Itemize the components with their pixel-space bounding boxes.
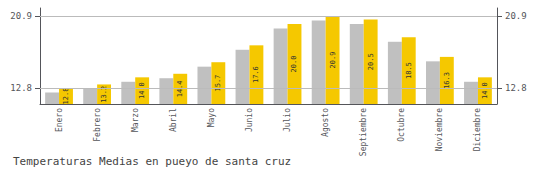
svg-text:Temperaturas Medias en pueyo d: Temperaturas Medias en pueyo de santa cr… <box>13 155 291 168</box>
svg-text:Julio: Julio <box>283 108 292 132</box>
svg-text:17.6: 17.6 <box>252 66 260 83</box>
svg-text:Octubre: Octubre <box>397 108 406 142</box>
svg-text:14.4: 14.4 <box>176 80 185 98</box>
svg-text:18.5: 18.5 <box>405 62 413 79</box>
svg-text:20.9: 20.9 <box>10 11 32 21</box>
svg-text:Septiembre: Septiembre <box>359 108 368 156</box>
svg-text:15.7: 15.7 <box>214 75 222 92</box>
svg-text:Agosto: Agosto <box>321 108 330 137</box>
svg-text:20.9: 20.9 <box>329 52 337 69</box>
svg-text:13.2: 13.2 <box>100 85 109 103</box>
svg-text:Noviembre: Noviembre <box>435 108 444 152</box>
svg-text:16.3: 16.3 <box>443 72 451 89</box>
svg-text:20.5: 20.5 <box>367 53 375 70</box>
svg-text:Abril: Abril <box>169 108 178 132</box>
svg-text:Marzo: Marzo <box>131 108 140 132</box>
svg-text:20.9: 20.9 <box>505 11 527 21</box>
svg-text:14.0: 14.0 <box>481 82 489 99</box>
svg-text:12.8: 12.8 <box>505 83 527 93</box>
svg-text:Junio: Junio <box>245 108 254 132</box>
svg-text:14.0: 14.0 <box>138 82 146 99</box>
svg-text:Enero: Enero <box>55 108 64 132</box>
svg-text:Febrero: Febrero <box>93 108 102 142</box>
svg-text:12.8: 12.8 <box>10 83 32 93</box>
svg-text:12.8: 12.8 <box>62 88 70 105</box>
svg-text:20.0: 20.0 <box>290 56 298 73</box>
svg-text:Diciembre: Diciembre <box>473 108 482 152</box>
svg-text:Mayo: Mayo <box>207 108 216 127</box>
